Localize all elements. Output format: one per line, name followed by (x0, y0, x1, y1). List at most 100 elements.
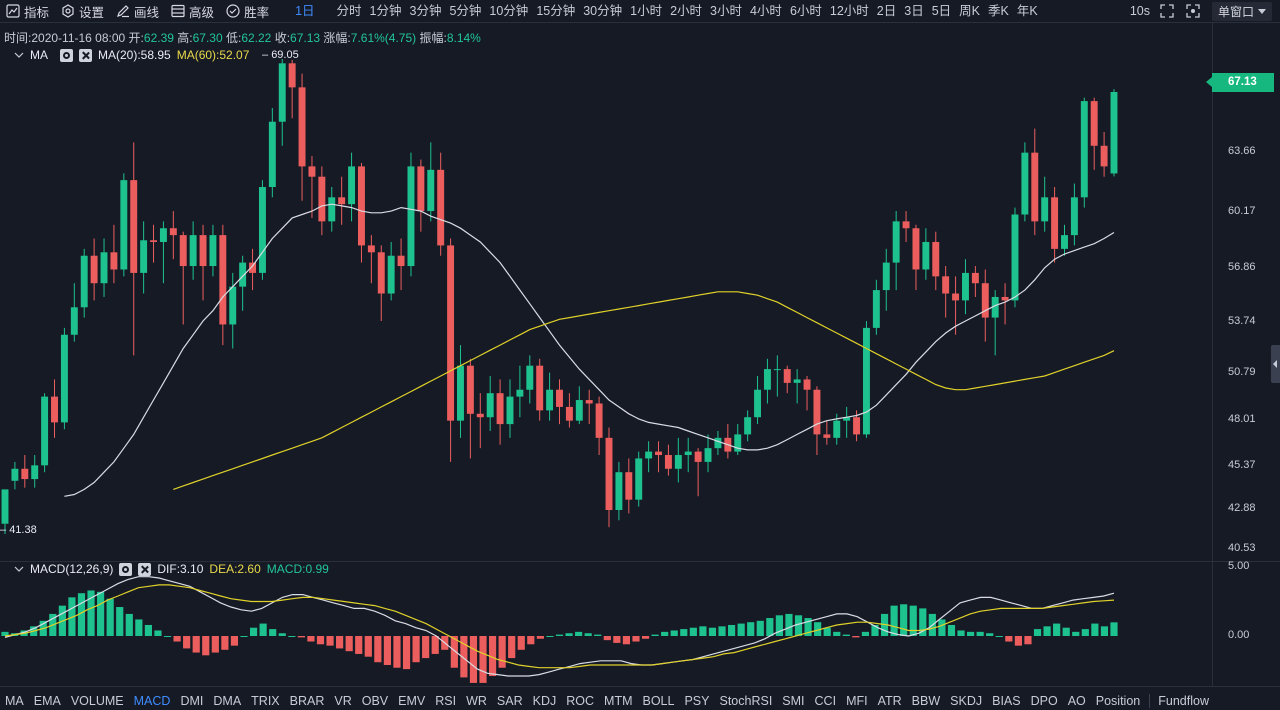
indicator-tab[interactable]: BOLL (642, 693, 675, 708)
candlestick-chart[interactable] (0, 0, 1212, 690)
indicator-tab[interactable]: RSI (435, 693, 457, 708)
indicator-tab[interactable]: SAR (496, 693, 523, 708)
indicator-tab[interactable]: CCI (814, 693, 837, 708)
top-toolbar: 指标 设置 画线 高级 胜率 1日 分时 1分钟 3分钟 5分钟 10分钟 15分钟 30分钟… (0, 0, 1280, 22)
candle-body (1041, 197, 1049, 222)
indicator-tab[interactable]: ROC (566, 693, 595, 708)
interval-option[interactable]: 2小时 (670, 4, 703, 18)
candle-body (565, 406, 573, 421)
settings-tool-button[interactable]: 设置 (55, 0, 110, 22)
candle-body (179, 235, 187, 267)
interval-option[interactable]: 1分钟 (369, 4, 402, 18)
macd-histogram-bar (804, 618, 812, 636)
indicator-tab[interactable]: EMV (398, 693, 426, 708)
indicator-tab[interactable]: BBW (911, 693, 941, 708)
indicator-tab[interactable]: MTM (604, 693, 633, 708)
macd-histogram-bar (536, 636, 544, 639)
indicator-tab[interactable]: StochRSI (719, 693, 773, 708)
camera-icon[interactable] (1186, 4, 1200, 18)
macd-histogram-bar (364, 636, 372, 657)
indicator-tab[interactable]: MFI (846, 693, 868, 708)
candle-body (734, 434, 742, 452)
ma60-line (173, 291, 1115, 490)
candle-body (962, 272, 969, 301)
chevron-down-icon[interactable] (14, 564, 24, 574)
candle-body (1061, 235, 1068, 249)
indicator-tab[interactable]: VOLUME (70, 693, 124, 708)
indicator-tab[interactable]: ATR (877, 693, 902, 708)
indicator-tool-button[interactable]: 指标 (0, 0, 55, 22)
indicator-tab[interactable]: Fundflow (1149, 693, 1214, 708)
ma-settings-icon[interactable] (60, 48, 73, 62)
win-rate-tool-button[interactable]: 胜率 (220, 0, 275, 22)
indicator-tab[interactable]: WR (466, 693, 487, 708)
macd-histogram-bar (546, 636, 554, 637)
interval-option[interactable]: 3日 (904, 4, 924, 18)
time-value: 2020-11-16 08:00 (31, 31, 126, 45)
ma-close-icon[interactable] (79, 48, 92, 62)
macd-histogram-bar (852, 636, 860, 638)
interval-option[interactable]: 周K (959, 4, 980, 18)
interval-option[interactable]: 年K (1016, 4, 1038, 18)
candle-body (971, 272, 979, 284)
interval-option[interactable]: 2日 (876, 4, 897, 18)
indicator-tab[interactable]: DPO (1030, 693, 1058, 708)
refresh-rate[interactable]: 10s (1129, 4, 1150, 18)
indicator-tab[interactable]: PSY (684, 693, 710, 708)
candle-body (328, 197, 336, 222)
interval-option[interactable]: 5分钟 (449, 4, 482, 18)
interval-option[interactable]: 5日 (931, 4, 952, 18)
indicator-tab[interactable]: DMI (180, 693, 204, 708)
macd-settings-icon[interactable] (119, 562, 133, 576)
macd-histogram-bar (269, 629, 277, 636)
interval-option[interactable]: 12小时 (829, 4, 869, 18)
indicator-tab[interactable]: Position (1095, 693, 1141, 708)
indicator-tab[interactable]: TRIX (251, 693, 280, 708)
interval-option[interactable]: 1小时 (630, 4, 663, 18)
indicator-tab[interactable]: DMA (213, 693, 242, 708)
interval-option[interactable]: 15分钟 (536, 4, 576, 18)
macd-close-icon[interactable] (138, 562, 152, 576)
indicator-tab[interactable]: AO (1067, 693, 1086, 708)
candle-body (189, 235, 197, 267)
interval-option[interactable]: 1日 (295, 4, 315, 18)
macd-histogram-bar (393, 636, 401, 668)
interval-option[interactable]: 3分钟 (409, 4, 442, 18)
indicator-tab[interactable]: OBV (361, 693, 389, 708)
macd-histogram-bar (307, 636, 315, 642)
candle-body (1031, 152, 1039, 222)
candle-body (41, 396, 49, 466)
interval-option[interactable]: 30分钟 (583, 4, 623, 18)
candle-body (1051, 197, 1059, 249)
candle-body (466, 365, 474, 414)
interval-option[interactable]: 10分钟 (489, 4, 529, 18)
interval-option[interactable]: 3小时 (710, 4, 742, 18)
candle-body (882, 262, 890, 291)
macd-histogram-bar (641, 636, 650, 639)
interval-option[interactable]: 季K (988, 4, 1009, 18)
fullscreen-icon[interactable] (1160, 4, 1174, 18)
collapse-handle[interactable] (1271, 345, 1280, 383)
macd-histogram-bar (97, 591, 105, 636)
price-axis-label: 63.66 (1228, 144, 1256, 157)
indicator-tab[interactable]: BIAS (992, 693, 1021, 708)
indicator-tab[interactable]: MA (5, 693, 24, 708)
indicator-tab[interactable]: MACD (133, 693, 171, 708)
draw-line-tool-button[interactable]: 画线 (110, 0, 165, 22)
interval-option[interactable]: 4小时 (749, 4, 782, 18)
macd-histogram-bar (670, 630, 678, 636)
advanced-tool-button[interactable]: 高级 (165, 0, 220, 22)
indicator-tab[interactable]: BRAR (289, 693, 325, 708)
toolbar-right: 10s 单窗口 (1130, 0, 1280, 22)
macd-histogram-bar (632, 636, 640, 642)
chevron-down-icon[interactable] (14, 50, 24, 60)
indicator-tab[interactable]: SMI (782, 693, 805, 708)
indicator-tab[interactable]: EMA (33, 693, 61, 708)
candle-body (575, 400, 583, 421)
indicator-tab[interactable]: KDJ (532, 693, 557, 708)
indicator-tab[interactable]: SKDJ (950, 693, 983, 708)
interval-option[interactable]: 分时 (336, 4, 362, 18)
interval-option[interactable]: 6小时 (789, 4, 822, 18)
window-mode-select[interactable]: 单窗口 (1211, 1, 1272, 21)
indicator-tab[interactable]: VR (334, 693, 352, 708)
